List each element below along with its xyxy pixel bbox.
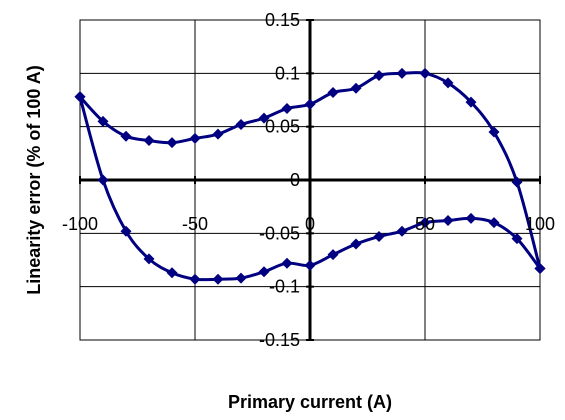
data-point-diamond	[304, 98, 316, 110]
y-axis-title: Linearity error (% of 100 A)	[24, 65, 44, 294]
data-point-diamond	[281, 257, 293, 269]
x-tick-label: 50	[415, 214, 435, 234]
y-tick-label: 0	[290, 170, 300, 190]
data-point-diamond	[442, 215, 454, 227]
series-2	[74, 91, 546, 285]
data-point-diamond	[396, 225, 408, 237]
y-tick-label: 0.05	[265, 117, 300, 137]
data-point-diamond	[350, 82, 362, 94]
data-point-diamond	[189, 273, 201, 285]
data-point-diamond	[419, 217, 431, 229]
y-tick-label: -0.1	[269, 277, 300, 297]
y-tick-label: -0.15	[259, 330, 300, 350]
data-point-diamond	[511, 176, 523, 188]
data-point-diamond	[373, 231, 385, 243]
data-point-diamond	[74, 91, 86, 103]
data-point-diamond	[396, 67, 408, 79]
x-axis-title: Primary current (A)	[228, 392, 392, 412]
x-tick-label: -50	[182, 214, 208, 234]
data-point-diamond	[488, 126, 500, 138]
data-point-diamond	[258, 266, 270, 278]
data-point-diamond	[350, 238, 362, 250]
x-tick-label: 100	[525, 214, 555, 234]
data-point-diamond	[465, 212, 477, 224]
data-point-diamond	[235, 119, 247, 131]
data-point-diamond	[327, 87, 339, 99]
data-point-diamond	[235, 272, 247, 284]
data-point-diamond	[281, 103, 293, 115]
data-point-diamond	[304, 259, 316, 271]
data-point-diamond	[97, 174, 109, 186]
data-point-diamond	[212, 128, 224, 140]
data-point-diamond	[120, 225, 132, 237]
data-point-diamond	[488, 217, 500, 229]
data-point-diamond	[166, 267, 178, 279]
data-point-diamond	[465, 96, 477, 108]
y-tick-label: -0.05	[259, 223, 300, 243]
data-point-diamond	[212, 273, 224, 285]
data-point-diamond	[189, 132, 201, 144]
data-point-diamond	[143, 253, 155, 265]
y-tick-label: 0.15	[265, 10, 300, 30]
data-point-diamond	[419, 67, 431, 79]
data-point-diamond	[166, 137, 178, 149]
data-point-diamond	[120, 130, 132, 142]
data-point-diamond	[143, 135, 155, 147]
data-point-diamond	[97, 115, 109, 127]
series-layer	[74, 67, 546, 285]
data-point-diamond	[511, 233, 523, 245]
y-tick-label: 0.1	[275, 63, 300, 83]
series-1	[74, 67, 546, 275]
x-tick-label: 0	[305, 214, 315, 234]
data-point-diamond	[258, 112, 270, 124]
data-point-diamond	[373, 69, 385, 81]
axes	[79, 19, 541, 341]
data-point-diamond	[327, 249, 339, 261]
x-tick-label: -100	[62, 214, 98, 234]
data-point-diamond	[534, 263, 546, 275]
data-point-diamond	[442, 77, 454, 89]
